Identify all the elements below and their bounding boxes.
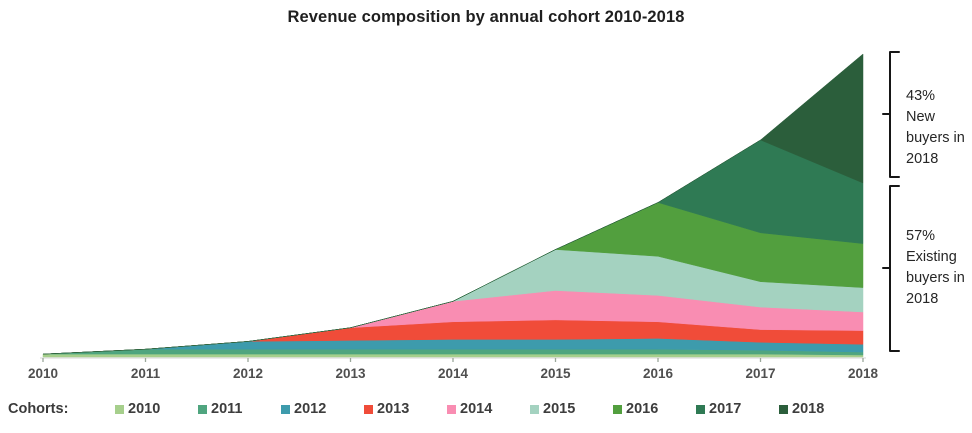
legend-swatch-2010: [115, 404, 124, 414]
legend-swatch-2011: [198, 404, 207, 414]
legend-item-2017: 2017: [696, 401, 741, 417]
chart-title: Revenue composition by annual cohort 201…: [287, 8, 685, 26]
stacked-areas: [42, 53, 864, 358]
revenue-area-chart: 2010 2011 2012 2013 2014 2015 2016 2017 2018: [28, 51, 900, 381]
legend-item-2011: 2011: [198, 401, 242, 417]
x-axis-label: 2014: [438, 366, 469, 381]
annotation-new-buyers: 43% New buyers in 2018: [906, 88, 965, 167]
x-axis-label: 2010: [28, 366, 58, 381]
legend-label: 2017: [709, 401, 742, 417]
area-cohort-2010: [42, 353, 864, 358]
legend-label: 2012: [294, 401, 327, 417]
legend-swatch-2012: [281, 404, 290, 414]
x-axis-label: 2012: [233, 366, 263, 381]
x-axis: 2010 2011 2012 2013 2014 2015 2016 2017 2018: [28, 357, 879, 381]
legend-swatch-2018: [779, 404, 788, 414]
legend-swatch-2017: [696, 404, 705, 414]
legend-item-2010: 2010: [115, 401, 160, 417]
area-cohort-2018: [42, 53, 864, 355]
legend-item-2015: 2015: [530, 401, 575, 417]
legend-label: 2013: [377, 401, 410, 417]
legend-label: 2011: [211, 401, 243, 417]
legend-item-2012: 2012: [281, 401, 326, 417]
legend-item-2014: 2014: [447, 401, 492, 417]
x-axis-label: 2013: [335, 366, 366, 381]
x-axis-label: 2015: [540, 366, 571, 381]
legend-title: Cohorts:: [8, 401, 69, 417]
legend-swatch-2013: [364, 404, 373, 414]
legend-item-2018: 2018: [779, 401, 824, 417]
annotation-existing-buyers: 57% Existing buyers in 2018: [906, 228, 965, 307]
legend-item-2016: 2016: [613, 401, 658, 417]
legend-label: 2014: [460, 401, 493, 417]
bracket-existing-buyers: [882, 185, 900, 352]
legend-label: 2015: [543, 401, 576, 417]
x-axis-label: 2017: [745, 366, 775, 381]
legend: Cohorts: 2010 2011 2012 2013 2014 2015 2016 201…: [0, 397, 972, 425]
legend-item-2013: 2013: [364, 401, 409, 417]
legend-label: 2016: [626, 401, 659, 417]
legend-swatch-2015: [530, 404, 539, 414]
x-axis-label: 2016: [643, 366, 674, 381]
legend-swatch-2014: [447, 404, 456, 414]
bracket-new-buyers: [882, 51, 900, 178]
legend-swatch-2016: [613, 404, 622, 414]
legend-label: 2010: [128, 401, 161, 417]
x-axis-label: 2011: [131, 366, 161, 381]
legend-label: 2018: [792, 401, 825, 417]
x-axis-label: 2018: [848, 366, 879, 381]
